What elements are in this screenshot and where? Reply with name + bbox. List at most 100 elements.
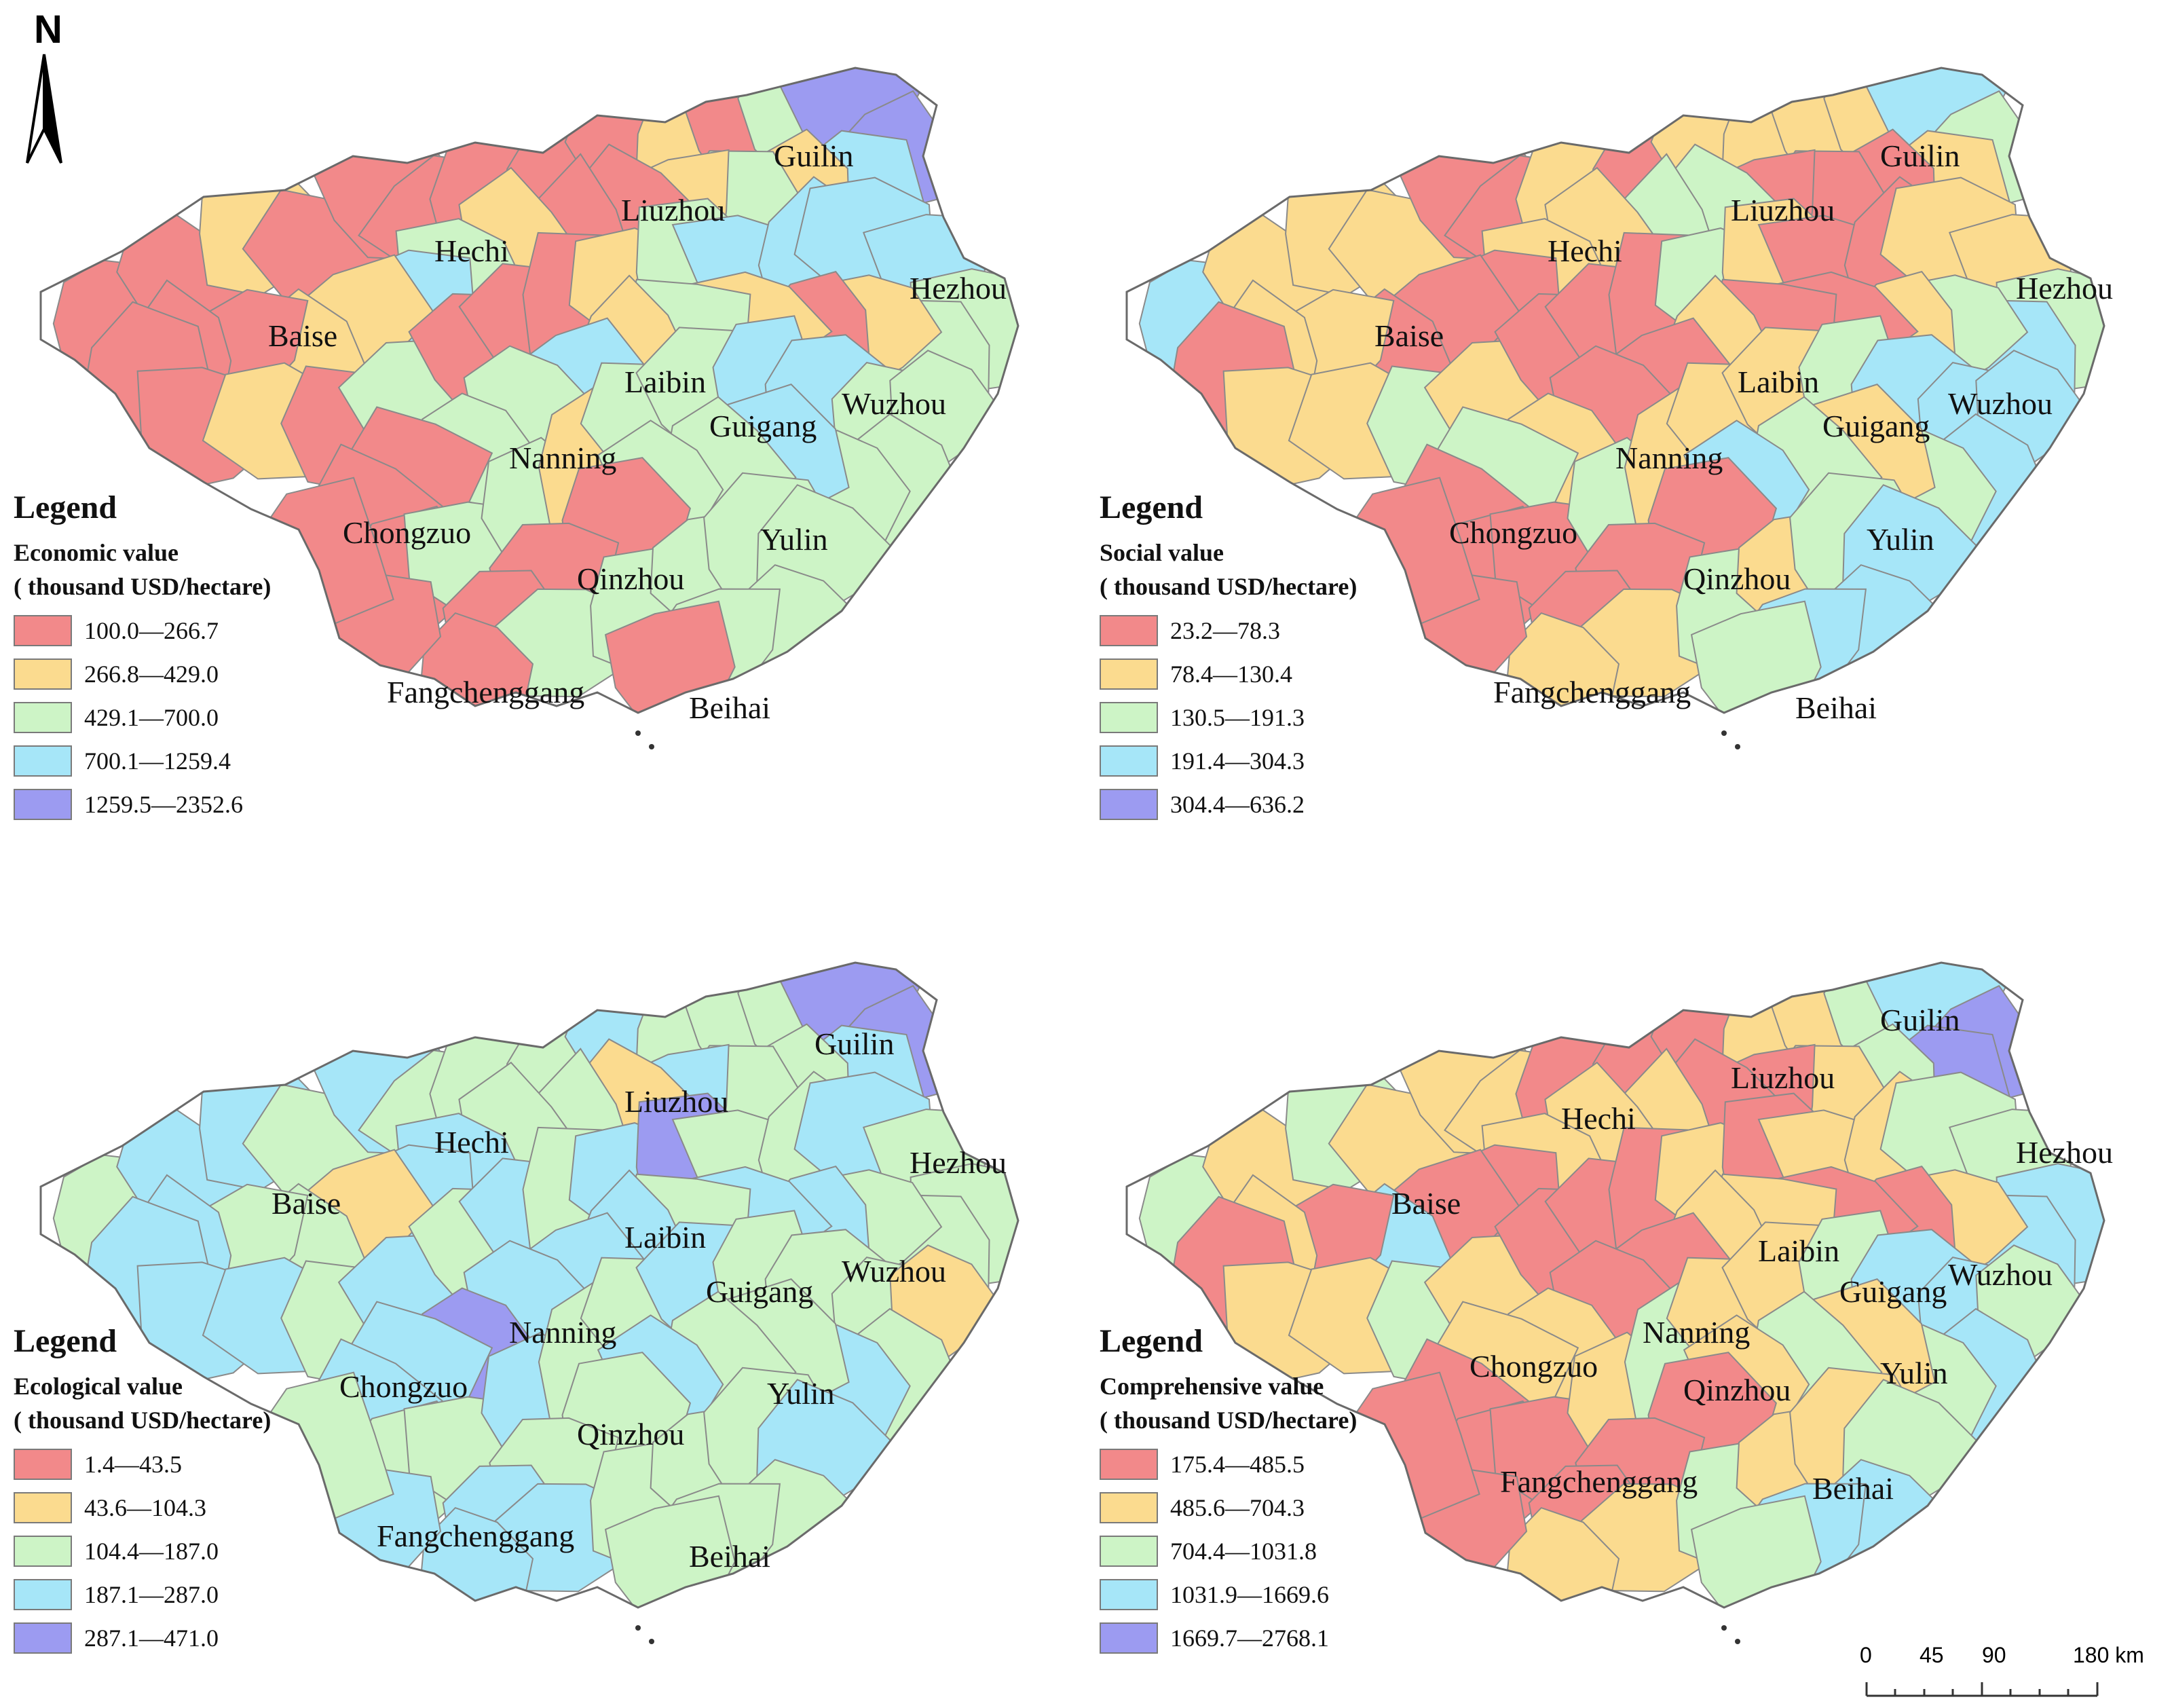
city-label-laibin: Laibin (1738, 365, 1819, 399)
legend-title: Legend (14, 1323, 117, 1359)
island-dot (1735, 1639, 1740, 1644)
city-label-guigang: Guigang (709, 409, 817, 443)
legend-class-label: 175.4—485.5 (1170, 1451, 1305, 1478)
legend-swatch (14, 1579, 72, 1610)
city-label-baise: Baise (272, 1186, 341, 1221)
city-label-laibin: Laibin (624, 1220, 706, 1255)
city-label-nanning: Nanning (1643, 1315, 1750, 1350)
legend-class-row: 23.2—78.3 (1100, 609, 1357, 652)
legend-class-row: 485.6—704.3 (1100, 1486, 1357, 1529)
choropleth-map: Guilin Liuzhou Hechi Hezhou Baise Laibin Wuzho… (39, 67, 1019, 749)
legend-class-row: 130.5—191.3 (1100, 696, 1357, 739)
north-arrow-icon (26, 54, 62, 164)
legend-class-row: 104.4—187.0 (14, 1529, 271, 1573)
legend-class-label: 700.1—1259.4 (84, 747, 231, 775)
city-label-chongzuo: Chongzuo (339, 1369, 468, 1404)
economic-value-map: Guilin Liuzhou Hechi Hezhou Baise Laibin Wuzho… (0, 0, 1086, 854)
city-label-fangchenggang: Fangchenggang (377, 1519, 574, 1553)
legend-class-label: 23.2—78.3 (1170, 617, 1280, 644)
legend-swatch (1100, 615, 1158, 646)
city-label-qinzhou: Qinzhou (1683, 561, 1791, 596)
legend-swatch (1100, 1622, 1158, 1654)
map-legend: Legend Ecological value ( thousand USD/hec… (14, 1322, 271, 1660)
legend-swatch (14, 789, 72, 820)
legend-swatch (14, 1492, 72, 1523)
legend-class-row: 704.4—1031.8 (1100, 1529, 1357, 1573)
legend-class-row: 266.8—429.0 (14, 652, 271, 696)
legend-title: Legend (1100, 489, 1203, 525)
legend-swatch (14, 658, 72, 690)
legend-swatch (1100, 1536, 1158, 1567)
choropleth-map: Guilin Liuzhou Hechi Hezhou Baise Laibin Wuzho… (1125, 961, 2113, 1644)
city-label-guilin: Guilin (814, 1026, 895, 1061)
social-value-map: Guilin Liuzhou Hechi Hezhou Baise Laibin Wuzho… (1086, 0, 2172, 854)
city-label-liuzhou: Liuzhou (1731, 193, 1835, 227)
legend-class-row: 1669.7—2768.1 (1100, 1616, 1357, 1660)
legend-swatch (1100, 1579, 1158, 1610)
city-label-hezhou: Hezhou (910, 271, 1007, 305)
city-label-qinzhou: Qinzhou (577, 561, 684, 596)
legend-swatch (1100, 745, 1158, 777)
legend-class-label: 187.1—287.0 (84, 1581, 219, 1608)
legend-class-label: 100.0—266.7 (84, 617, 219, 644)
scale-tick-180: 180 km (2073, 1643, 2144, 1667)
legend-swatch (14, 1622, 72, 1654)
legend-class-label: 266.8—429.0 (84, 661, 219, 688)
legend-class-label: 1031.9—1669.6 (1170, 1581, 1329, 1608)
city-label-wuzhou: Wuzhou (842, 386, 946, 421)
city-label-laibin: Laibin (1758, 1233, 1839, 1268)
city-label-fangchenggang: Fangchenggang (387, 675, 584, 709)
legend-title: Legend (1100, 1323, 1203, 1359)
city-label-fangchenggang: Fangchenggang (1500, 1464, 1698, 1499)
legend-class-row: 191.4—304.3 (1100, 739, 1357, 783)
legend-class-row: 700.1—1259.4 (14, 739, 271, 783)
city-label-beihai: Beihai (689, 1539, 770, 1574)
city-label-qinzhou: Qinzhou (577, 1417, 684, 1451)
city-label-qinzhou: Qinzhou (1683, 1373, 1791, 1407)
city-label-wuzhou: Wuzhou (1948, 386, 2053, 421)
city-label-liuzhou: Liuzhou (624, 1084, 728, 1119)
province-boundary (39, 961, 1019, 1609)
legend-class-label: 43.6—104.3 (84, 1494, 206, 1521)
city-label-guilin: Guilin (1880, 1003, 1960, 1037)
legend-class-row: 1.4—43.5 (14, 1443, 271, 1486)
legend-field-name: Economic value (14, 539, 179, 566)
city-label-nanning: Nanning (1615, 441, 1723, 475)
map-legend: Legend Social value ( thousand USD/hectare… (1100, 489, 1357, 826)
city-label-fangchenggang: Fangchenggang (1493, 675, 1691, 709)
legend-class-label: 485.6—704.3 (1170, 1494, 1305, 1521)
legend-class-label: 104.4—187.0 (84, 1538, 219, 1565)
city-label-nanning: Nanning (509, 441, 616, 475)
legend-class-label: 304.4—636.2 (1170, 791, 1305, 818)
city-label-beihai: Beihai (1795, 690, 1877, 725)
province-boundary (1125, 961, 2105, 1609)
city-label-liuzhou: Liuzhou (621, 193, 725, 227)
legend-title: Legend (14, 489, 117, 525)
legend-class-row: 429.1—700.0 (14, 696, 271, 739)
island-dot (1721, 1625, 1727, 1631)
province-boundary (39, 67, 1019, 714)
city-label-beihai: Beihai (689, 690, 770, 725)
island-dot (649, 744, 654, 749)
island-dot (1735, 744, 1740, 749)
island-dot (635, 730, 641, 736)
city-label-chongzuo: Chongzuo (343, 515, 471, 550)
city-label-baise: Baise (1374, 318, 1444, 353)
legend-class-label: 1669.7—2768.1 (1170, 1625, 1329, 1652)
legend-class-label: 704.4—1031.8 (1170, 1538, 1317, 1565)
city-label-yulin: Yulin (760, 522, 828, 557)
choropleth-map: Guilin Liuzhou Hechi Hezhou Baise Laibin Wuzho… (1125, 67, 2113, 749)
island-dot (635, 1625, 641, 1631)
scale-bar-line (1865, 1682, 2099, 1697)
legend-swatch (14, 702, 72, 733)
city-label-nanning: Nanning (509, 1315, 616, 1350)
city-label-hechi: Hechi (434, 234, 509, 268)
legend-class-label: 287.1—471.0 (84, 1625, 219, 1652)
legend-class-label: 78.4—130.4 (1170, 661, 1292, 688)
city-label-chongzuo: Chongzuo (1469, 1349, 1598, 1384)
city-label-yulin: Yulin (1867, 522, 1934, 557)
legend-class-label: 1259.5—2352.6 (84, 791, 243, 818)
legend-swatch (14, 1536, 72, 1567)
city-label-wuzhou: Wuzhou (842, 1254, 946, 1288)
city-label-yulin: Yulin (1880, 1356, 1948, 1390)
